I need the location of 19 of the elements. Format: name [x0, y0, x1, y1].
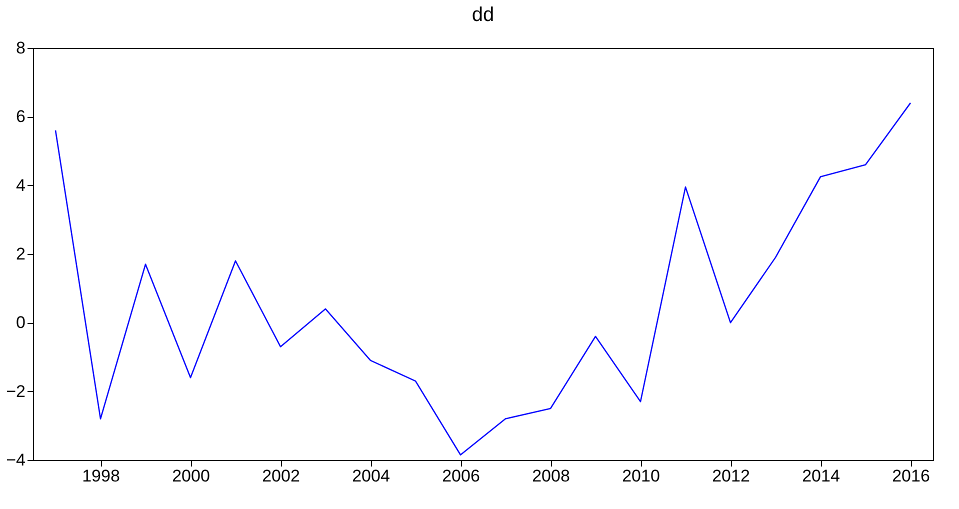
y-tick-label: 4: [16, 176, 26, 195]
x-tick-label: 1998: [82, 466, 120, 486]
x-tick-label: 2016: [892, 466, 930, 486]
y-tick-label: 6: [16, 107, 26, 126]
x-tick-label: 2004: [352, 466, 390, 486]
x-tick-label: 2006: [442, 466, 480, 486]
x-tick-label: 2002: [262, 466, 300, 486]
y-tick-label: 2: [16, 244, 26, 264]
y-tick-label: −2: [6, 382, 26, 401]
x-tick-label: 2010: [622, 466, 660, 486]
x-tick-label: 2014: [802, 466, 840, 486]
x-tick-label: 2012: [712, 466, 750, 486]
y-tick-label: −4: [6, 450, 26, 470]
y-tick-label: 8: [16, 38, 26, 58]
chart-title: dd: [472, 4, 494, 26]
x-tick-label: 2008: [532, 466, 570, 486]
y-tick-label: 0: [16, 313, 26, 332]
x-tick-label: 2000: [172, 466, 210, 486]
line-series: [54, 102, 912, 456]
